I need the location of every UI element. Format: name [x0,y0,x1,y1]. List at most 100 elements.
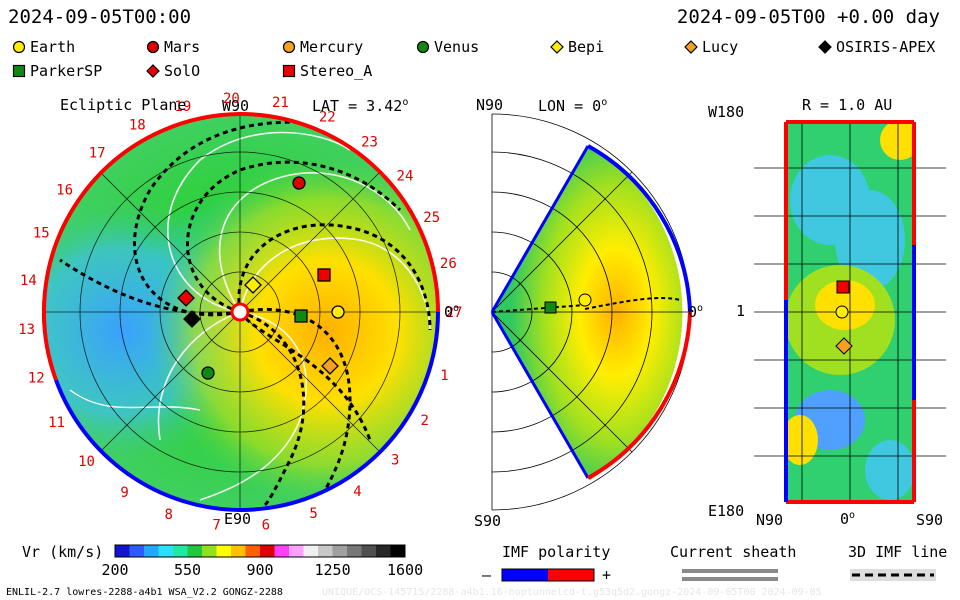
colorbar-swatch [231,545,246,557]
carrington-tick-27: 27 [446,305,463,321]
legend-item-osiris-apex: OSIRIS-APEX [818,38,935,56]
ecliptic-lat-label: LAT = 3.42o [312,97,409,115]
circle-marker-icon [282,40,296,54]
legend-item-venus: Venus [416,38,479,56]
circle-marker-icon [416,40,430,54]
footer-left: ENLIL-2.7 lowres-2288-a4b1 WSA_V2.2 GONG… [6,587,283,598]
legend-label: Lucy [702,38,739,56]
colorbar-swatch [361,545,377,557]
carrington-tick-13: 13 [18,322,35,338]
venus-ecliptic-marker [201,366,215,380]
colorbar-tick-1250: 1250 [314,561,351,579]
map-x-label-n90: N90 [756,511,784,529]
ecliptic-bottom-label: E90 [224,510,252,528]
map-top-left-label: W180 [708,103,745,121]
circle-marker-icon [12,40,26,54]
carrington-tick-19: 19 [174,99,191,115]
colorbar-tick-550: 550 [174,561,202,579]
legend-item-stereo-a: Stereo_A [282,62,372,80]
meridional-top-label: N90 [476,96,504,114]
map-x-label-s90: S90 [916,511,944,529]
legend-label: Mercury [300,38,364,56]
carrington-tick-2: 2 [420,413,428,429]
legend-item-earth: Earth [12,38,75,56]
carrington-tick-12: 12 [28,370,45,386]
colorbar-swatch [187,545,203,557]
colorbar-tick-900: 900 [246,561,274,579]
diamond-marker-icon [146,64,160,78]
bepi-ecliptic-marker [244,276,262,294]
carrington-tick-18: 18 [129,117,146,133]
carrington-tick-24: 24 [397,169,414,185]
circle-marker-icon [146,40,160,54]
carrington-tick-14: 14 [20,273,37,289]
colorbar-swatch [390,545,406,557]
colorbar-swatch [216,545,232,557]
imf-negative-swatch [502,569,548,581]
carrington-tick-10: 10 [78,454,95,470]
sun-marker [230,302,250,322]
osiris-apex-ecliptic-marker [183,310,201,328]
earth-ecliptic-marker [331,305,345,319]
imf-plus-label: + [602,566,612,584]
colorbar-swatch [274,545,290,557]
colorbar-label: Vr (km/s) [22,543,104,561]
colorbar-swatch [245,545,261,557]
legend-label: ParkerSP [30,62,103,80]
colorbar-tick-200: 200 [101,561,129,579]
ecliptic-top-label: W90 [222,97,250,115]
meridional-lon-label: LON = 0o [538,97,608,115]
legend-label: Bepi [568,38,605,56]
carrington-tick-4: 4 [353,484,361,500]
imf-line-label: 3D IMF line [848,543,948,561]
colorbar-tick-1600: 1600 [387,561,424,579]
diamond-marker-icon [550,40,564,54]
diamond-marker-icon [684,40,698,54]
map-bottom-left-label: E180 [708,502,745,520]
carrington-tick-16: 16 [56,182,73,198]
legend-item-mercury: Mercury [282,38,363,56]
carrington-tick-9: 9 [120,485,128,501]
stereo-a-ecliptic-marker [317,268,331,282]
carrington-tick-17: 17 [89,146,106,162]
current-sheath-label: Current sheath [670,543,797,561]
carrington-tick-26: 26 [440,256,457,272]
colorbar-swatch [158,545,174,557]
colorbar-swatch [129,545,145,557]
square-marker-icon [282,64,296,78]
carrington-tick-1: 1 [440,368,448,384]
carrington-tick-25: 25 [423,210,440,226]
legend-item-solo: SolO [146,62,200,80]
colorbar-swatch [115,545,130,557]
colorbar-swatch [260,545,275,557]
colorbar-swatch [376,545,391,557]
parkersp-ecliptic-marker [294,309,308,323]
legend-label: Stereo_A [300,62,373,80]
map-title: R = 1.0 AU [802,96,893,114]
imf-polarity-label: IMF polarity [502,543,611,561]
stereo-map-marker [836,280,850,294]
meridional-right-label: 0o [688,303,704,321]
legend-item-lucy: Lucy [684,38,738,56]
ecliptic-right-label: 0o [444,303,460,321]
legend-label: Earth [30,38,76,56]
colorbar-frame [114,544,406,558]
carrington-tick-20: 20 [223,91,240,107]
legend-label: OSIRIS-APEX [836,38,936,56]
diamond-marker-icon [818,40,832,54]
footer-right: UNIQUE/OCS-145715/2288-a4b1.16-noptunnel… [322,588,822,598]
date-right: 2024-09-05T00 +0.00 day [676,6,940,28]
solo-ecliptic-marker [177,289,195,307]
vr-colorbar [114,544,406,558]
lucy-ecliptic-marker [321,357,339,375]
ecliptic-title: Ecliptic Plane [60,96,187,114]
carrington-tick-7: 7 [212,518,220,534]
earth-meridional-marker [578,293,592,307]
carrington-tick-15: 15 [33,226,50,242]
current-sheath-line-2 [682,577,778,581]
legend-label: Venus [434,38,480,56]
current-sheath-line-1 [682,569,778,573]
carrington-tick-5: 5 [309,506,317,522]
